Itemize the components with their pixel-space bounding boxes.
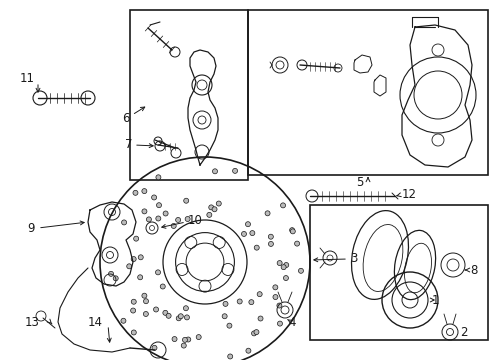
Text: 11: 11 [20,72,35,85]
Text: 10: 10 [188,213,203,226]
Circle shape [144,299,148,304]
Circle shape [147,217,151,222]
Text: 1: 1 [432,293,440,306]
Circle shape [269,234,273,239]
Circle shape [133,190,138,195]
Circle shape [258,316,263,321]
Circle shape [127,264,132,269]
Circle shape [222,314,227,319]
Circle shape [138,275,143,280]
Circle shape [245,222,250,227]
Text: 4: 4 [288,315,295,328]
Circle shape [151,195,157,200]
Circle shape [212,207,217,212]
Circle shape [178,314,183,319]
Circle shape [242,231,246,237]
Circle shape [223,301,228,306]
Circle shape [160,284,165,289]
Circle shape [142,293,147,298]
Circle shape [213,169,218,174]
Circle shape [277,261,282,266]
Circle shape [142,189,147,194]
Circle shape [233,168,238,174]
Circle shape [138,255,143,260]
Circle shape [153,307,159,312]
Circle shape [131,308,136,313]
Circle shape [281,203,286,208]
Circle shape [134,236,139,241]
Circle shape [122,220,126,225]
Bar [248,10,488,175]
Circle shape [176,316,181,321]
Text: 7: 7 [124,139,132,152]
Circle shape [142,209,147,214]
Text: 12: 12 [402,188,417,201]
Circle shape [163,310,168,315]
Circle shape [175,217,181,222]
Circle shape [131,299,136,304]
Circle shape [250,231,255,235]
Bar [310,205,488,340]
Circle shape [181,343,186,348]
Circle shape [108,271,114,276]
Circle shape [156,216,161,221]
Circle shape [246,348,251,353]
Circle shape [121,318,126,323]
Circle shape [251,331,257,336]
Bar [130,10,248,180]
Circle shape [284,262,289,267]
Circle shape [172,337,177,342]
Circle shape [131,257,136,262]
Circle shape [131,330,136,335]
Circle shape [209,205,214,210]
Circle shape [113,276,118,281]
Circle shape [298,268,303,273]
Text: 8: 8 [470,264,477,276]
Text: 2: 2 [460,325,467,338]
Circle shape [182,337,188,342]
Text: 13: 13 [25,315,40,328]
Circle shape [152,345,157,350]
Circle shape [290,229,295,234]
Circle shape [144,311,148,316]
Circle shape [281,265,286,270]
Text: 9: 9 [27,221,35,234]
Circle shape [156,175,161,180]
Circle shape [166,313,171,318]
Circle shape [183,306,189,311]
Circle shape [273,294,278,300]
Circle shape [249,300,254,305]
Circle shape [185,216,190,221]
Circle shape [163,211,168,216]
Circle shape [155,270,161,275]
Text: 3: 3 [350,252,357,265]
Circle shape [254,330,259,334]
Circle shape [228,354,233,359]
Text: 6: 6 [122,112,130,125]
Circle shape [184,198,189,203]
Circle shape [277,303,282,308]
Circle shape [257,292,262,297]
Circle shape [254,245,259,250]
Circle shape [171,224,176,229]
Circle shape [156,203,162,208]
Circle shape [227,323,232,328]
Circle shape [283,275,289,280]
Circle shape [237,299,242,304]
Circle shape [184,315,190,320]
Circle shape [294,241,299,246]
Circle shape [196,334,201,339]
Circle shape [216,201,221,206]
Circle shape [290,228,294,233]
Circle shape [265,211,270,216]
Circle shape [269,242,273,247]
Text: 5: 5 [356,175,364,189]
Circle shape [277,321,282,326]
Circle shape [186,337,191,342]
Text: 14: 14 [88,315,103,328]
Circle shape [273,285,278,290]
Circle shape [207,212,212,217]
